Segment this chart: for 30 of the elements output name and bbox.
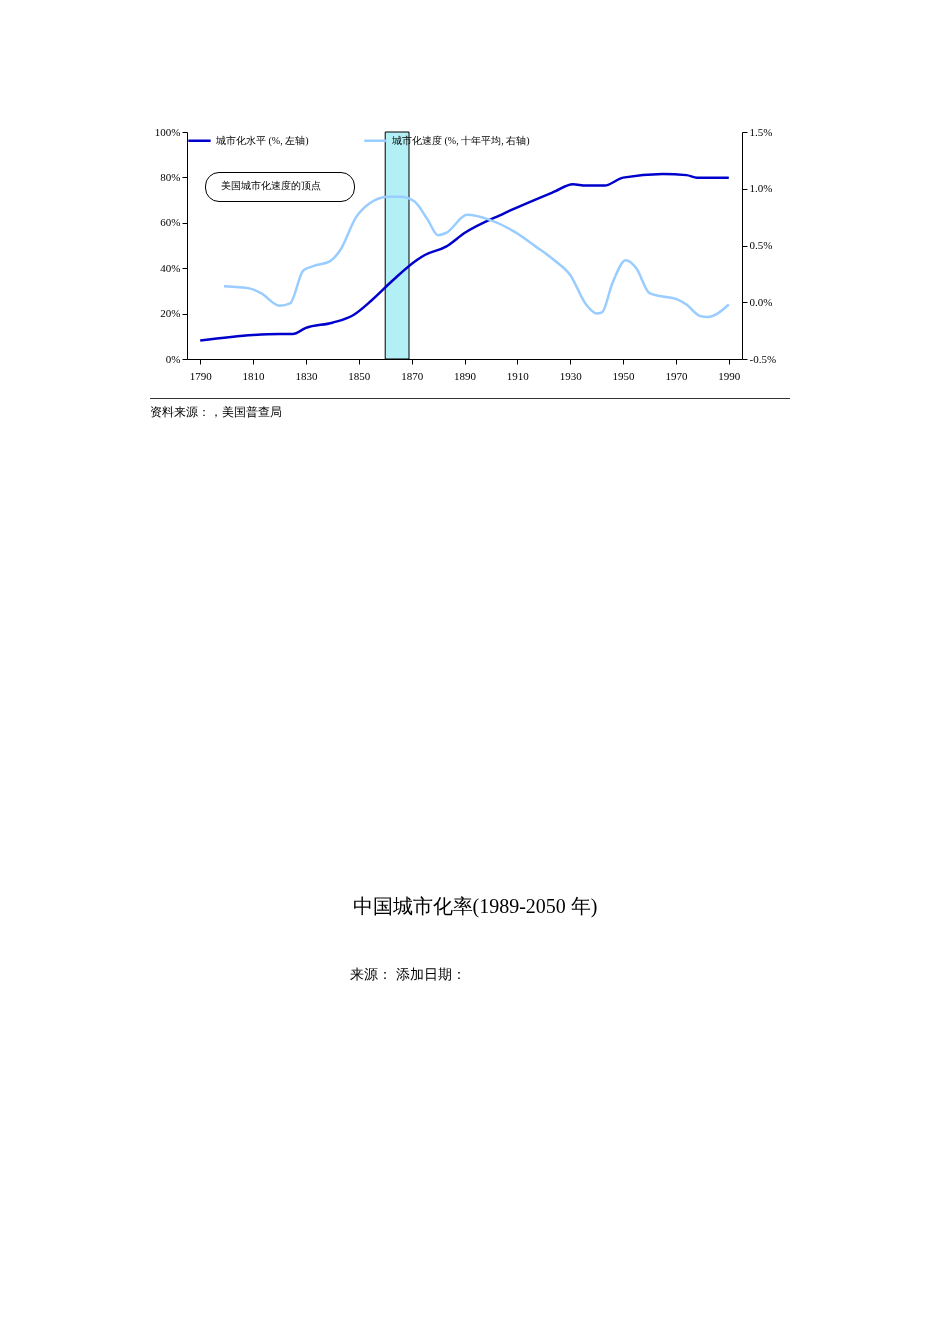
y-tick-label: 20% — [160, 307, 181, 320]
y-tick-label: 40% — [160, 261, 181, 274]
y2-tick-label: 0.0% — [749, 295, 773, 308]
y-tick-label: 60% — [160, 216, 181, 229]
y2-tick-label: 1.0% — [749, 182, 773, 195]
y2-tick-label: 1.5% — [749, 125, 773, 138]
y2-tick-label: -0.5% — [749, 352, 777, 365]
legend-label: 城市化水平 (%, 左轴) — [215, 134, 309, 147]
x-tick-label: 1930 — [559, 369, 583, 382]
line-series — [222, 195, 731, 319]
x-tick-label: 1890 — [454, 369, 477, 382]
x-tick-label: 1910 — [506, 369, 530, 382]
x-tick-label: 1990 — [718, 369, 741, 382]
annotation: 美国城市化速度的顶点 — [221, 180, 321, 192]
y-tick-label: 100% — [154, 125, 181, 138]
y-tick-label: 0% — [165, 352, 181, 365]
source-note: 来源： 添加日期： — [350, 966, 466, 984]
x-tick-label: 1850 — [348, 369, 371, 382]
legend-label: 城市化速度 (%, 十年平均, 右轴) — [391, 134, 530, 147]
x-tick-label: 1870 — [401, 369, 424, 382]
line-series — [198, 172, 731, 342]
x-tick-label: 1950 — [612, 369, 636, 382]
y2-tick-label: 0.5% — [749, 239, 773, 251]
y-tick-label: 80% — [160, 170, 181, 183]
x-tick-label: 1970 — [665, 369, 688, 382]
x-tick-label: 1810 — [242, 369, 266, 382]
x-tick-label: 1830 — [295, 369, 318, 382]
text: 资料来源：，美国普查局 — [150, 398, 790, 421]
text: 中国城市化率(1989-2050 年) — [351, 894, 599, 920]
x-tick-label: 1790 — [189, 369, 213, 382]
